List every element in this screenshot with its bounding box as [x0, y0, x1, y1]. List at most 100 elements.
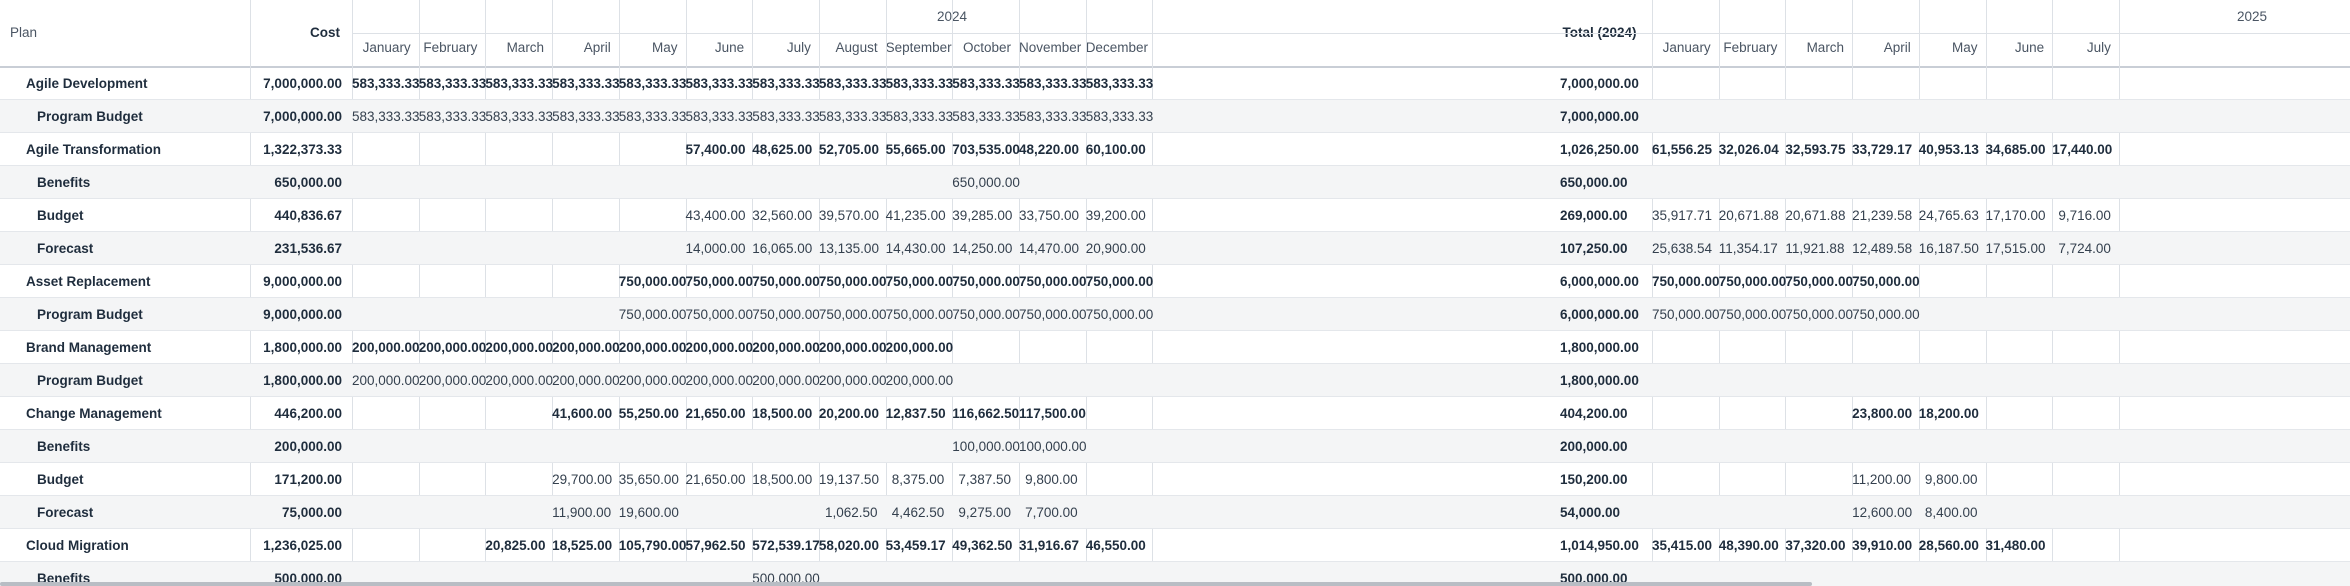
month-value-2024 [352, 397, 411, 430]
total-2024-cell: 7,000,000.00 [1560, 76, 1639, 91]
month-header-2025[interactable]: May [1951, 40, 1978, 55]
month-value-2024: 750,000.00 [1085, 274, 1154, 289]
month-header-2025[interactable]: January [1662, 40, 1711, 55]
month-value-2025: 25,638.54 [1652, 241, 1713, 256]
plan-name[interactable]: Benefits [37, 439, 91, 454]
month-value-2024 [1019, 364, 1078, 397]
month-value-2024: 12,837.50 [885, 406, 946, 421]
month-value-2024 [1086, 397, 1145, 430]
month-value-2025 [1986, 364, 2045, 397]
month-header-2024[interactable]: August [835, 40, 878, 55]
month-value-2024 [485, 496, 544, 529]
month-header-2025[interactable]: February [1723, 40, 1778, 55]
horizontal-scrollbar[interactable] [0, 582, 1812, 586]
month-value-2025 [1852, 364, 1911, 397]
column-divider [1986, 0, 1987, 586]
month-value-2025 [1986, 331, 2045, 364]
plan-sub-row[interactable]: Program Budget 1,800,000.00 200,000.00 200,… [0, 364, 2350, 397]
plan-name[interactable]: Program Budget [37, 373, 143, 388]
month-value-2025: 11,200.00 [1852, 472, 1912, 487]
total-2024-cell: 1,026,250.00 [1560, 142, 1639, 157]
plan-row[interactable]: Cloud Migration 1,236,025.00 20,825.00 18,5… [0, 529, 2350, 562]
plan-name[interactable]: Forecast [37, 505, 94, 520]
month-value-2024: 750,000.00 [885, 307, 954, 322]
plan-row[interactable]: Change Management 446,200.00 41,600.00 55,2… [0, 397, 2350, 430]
month-value-2025: 17,170.00 [1985, 208, 2046, 223]
plan-row[interactable]: Agile Transformation 1,322,373.33 57,400.0… [0, 133, 2350, 166]
month-value-2025: 48,390.00 [1718, 538, 1779, 553]
month-header-2024[interactable]: October [962, 40, 1011, 55]
cost-column-header[interactable]: Cost [310, 25, 340, 40]
plan-name[interactable]: Brand Management [26, 340, 152, 355]
month-header-2024[interactable]: November [1019, 40, 1082, 55]
month-header-2024[interactable]: September [885, 40, 952, 55]
plan-name[interactable]: Benefits [37, 175, 91, 190]
month-header-2024[interactable]: March [506, 40, 545, 55]
plan-row[interactable]: Brand Management 1,800,000.00 200,000.00 20… [0, 331, 2350, 364]
month-value-2024: 583,333.33 [1019, 76, 1087, 91]
month-value-2025: 32,593.75 [1785, 142, 1846, 157]
month-value-2025 [2052, 100, 2111, 133]
month-value-2025 [1652, 166, 1711, 199]
plan-sub-row[interactable]: Budget 171,200.00 29,700.00 35,650.00 21,650… [0, 463, 2350, 496]
plan-column-header[interactable]: Plan [10, 25, 38, 40]
plan-sub-row[interactable]: Benefits 650,000.00 650,000.00 650,000.00 [0, 166, 2350, 199]
month-header-2024[interactable]: July [786, 40, 811, 55]
month-header-2024[interactable]: December [1085, 40, 1148, 55]
plan-name[interactable]: Budget [37, 208, 84, 223]
month-header-2024[interactable]: April [583, 40, 611, 55]
month-value-2024: 583,333.33 [352, 109, 420, 124]
plan-name[interactable]: Change Management [26, 406, 162, 421]
month-value-2024: 750,000.00 [952, 307, 1020, 322]
month-header-2025[interactable]: June [2014, 40, 2045, 55]
plan-name[interactable]: Program Budget [37, 307, 143, 322]
month-header-2024[interactable]: February [423, 40, 478, 55]
month-header-2024[interactable]: May [651, 40, 678, 55]
month-value-2024: 200,000.00 [818, 373, 887, 388]
plan-name[interactable]: Agile Transformation [26, 142, 162, 157]
month-value-2025 [1919, 166, 1978, 199]
plan-sub-row[interactable]: Benefits 200,000.00 100,000.00 100,000.00 20… [0, 430, 2350, 463]
plan-name[interactable]: Program Budget [37, 109, 143, 124]
month-value-2024: 750,000.00 [818, 274, 887, 289]
cost-cell: 446,200.00 [274, 406, 342, 421]
plan-row[interactable]: Asset Replacement 9,000,000.00 750,000.00 7… [0, 265, 2350, 298]
month-header-2025[interactable]: March [1806, 40, 1845, 55]
month-value-2024: 750,000.00 [618, 274, 687, 289]
month-value-2025 [1652, 397, 1711, 430]
plan-name[interactable]: Budget [37, 472, 84, 487]
month-value-2024: 200,000.00 [418, 340, 487, 355]
month-header-2025[interactable]: April [1883, 40, 1911, 55]
month-header-2024[interactable]: January [362, 40, 411, 55]
plan-sub-row[interactable]: Forecast 231,536.67 14,000.00 16,065.00 13,1… [0, 232, 2350, 265]
plan-sub-row[interactable]: Program Budget 7,000,000.00 583,333.33 583,… [0, 100, 2350, 133]
month-value-2024: 16,065.00 [752, 241, 813, 256]
plan-name[interactable]: Asset Replacement [26, 274, 151, 289]
month-value-2025: 750,000.00 [1785, 274, 1853, 289]
plan-row[interactable]: Agile Development 7,000,000.00 583,333.33 5… [0, 67, 2350, 100]
month-value-2025: 33,729.17 [1852, 142, 1913, 157]
month-value-2025 [1719, 463, 1778, 496]
month-header-2024[interactable]: June [714, 40, 745, 55]
month-value-2024 [552, 430, 611, 463]
month-value-2025: 23,800.00 [1852, 406, 1913, 421]
month-value-2025 [1652, 364, 1711, 397]
month-header-2025[interactable]: July [2086, 40, 2111, 55]
cost-cell: 1,322,373.33 [263, 142, 342, 157]
plan-sub-row[interactable]: Program Budget 9,000,000.00 750,000.00 750,… [0, 298, 2350, 331]
column-divider [1019, 0, 1020, 586]
month-value-2024 [886, 166, 945, 199]
total-2024-column-header[interactable]: Total (2024) [1562, 25, 1637, 40]
month-value-2024: 200,000.00 [752, 340, 820, 355]
month-value-2024: 750,000.00 [1019, 307, 1087, 322]
plan-sub-row[interactable]: Forecast 75,000.00 11,900.00 19,600.00 1,062… [0, 496, 2350, 529]
plan-name[interactable]: Cloud Migration [26, 538, 129, 553]
month-value-2025 [1919, 265, 1978, 298]
month-value-2024: 583,333.33 [552, 76, 620, 91]
plan-name[interactable]: Agile Development [26, 76, 148, 91]
month-value-2024: 4,462.50 [891, 505, 945, 520]
column-divider [619, 0, 620, 586]
plan-name[interactable]: Forecast [37, 241, 94, 256]
plan-sub-row[interactable]: Budget 440,836.67 43,400.00 32,560.00 39,570… [0, 199, 2350, 232]
month-value-2024: 200,000.00 [552, 373, 620, 388]
